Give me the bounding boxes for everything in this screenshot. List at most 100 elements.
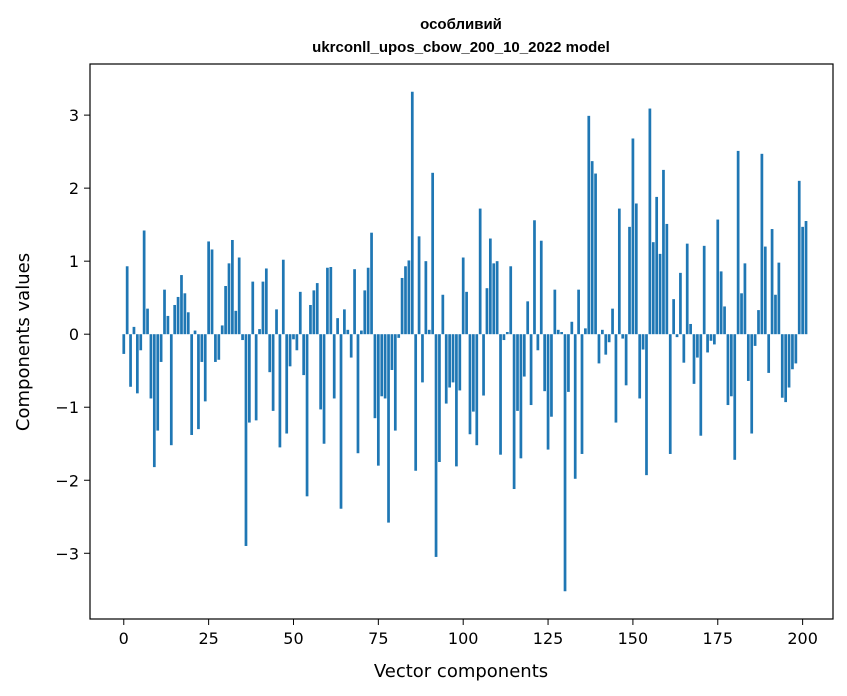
bar-40 [258,329,261,335]
bar-198 [794,334,798,364]
bar-105 [478,208,482,335]
bar-180 [733,334,737,460]
bar-5 [139,334,143,351]
bar-157 [655,196,659,335]
bar-0 [122,334,126,354]
bar-71 [363,290,367,335]
bar-170 [699,334,703,436]
bar-31 [227,263,231,335]
y-tick-label: 1 [69,252,79,271]
bar-53 [302,334,306,376]
bar-110 [495,261,499,335]
bar-14 [169,334,173,446]
bar-10 [156,334,160,431]
bar-148 [624,334,628,386]
bar-20 [190,334,194,435]
x-tick-label: 150 [618,629,649,648]
bar-9 [152,334,156,468]
bar-166 [685,243,689,335]
bar-137 [587,115,591,335]
bar-124 [543,334,547,392]
bar-94 [441,294,445,335]
bar-56 [312,290,316,335]
bar-66 [346,329,350,335]
bar-48 [285,334,289,434]
x-tick-label: 125 [533,629,564,648]
bar-160 [665,223,669,335]
bar-73 [370,232,373,335]
bar-107 [485,288,489,335]
bar-194 [780,334,784,398]
bar-75 [376,334,380,466]
bar-184 [746,334,750,381]
bar-169 [696,334,699,358]
bar-62 [332,334,336,399]
bar-149 [628,226,631,335]
bar-8 [149,334,153,399]
x-tick-label: 50 [283,629,303,648]
bar-103 [472,334,475,412]
bar-15 [173,304,177,335]
bar-201 [804,221,808,335]
bar-144 [611,308,614,335]
bar-22 [197,334,200,430]
bar-90 [427,329,431,335]
bar-151 [634,203,638,335]
bar-159 [662,169,665,335]
bar-192 [774,294,777,335]
bar-37 [248,334,251,423]
bar-178 [726,334,730,406]
x-tick-label: 75 [368,629,388,648]
bar-111 [499,334,502,455]
bar-172 [706,334,709,353]
bar-167 [689,323,692,335]
bar-177 [723,306,726,335]
bar-188 [760,153,764,335]
bar-114 [509,266,513,335]
bar-19 [186,312,190,335]
bar-150 [631,138,635,335]
bar-133 [573,334,577,479]
bar-129 [560,332,563,335]
bar-112 [502,334,506,341]
bar-24 [203,334,207,402]
bar-13 [166,315,170,335]
bar-7 [146,308,149,335]
bar-139 [594,173,597,335]
bar-28 [217,334,221,360]
bar-155 [648,108,652,335]
bar-153 [641,334,645,350]
bar-86 [414,334,418,471]
bar-33 [234,310,238,335]
bar-125 [546,334,550,450]
bar-140 [597,334,601,364]
bar-44 [271,334,275,411]
chart-title: особливий [420,16,502,33]
x-tick-label: 175 [702,629,733,648]
bar-79 [390,334,394,370]
bar-108 [488,238,492,335]
bar-51 [295,334,299,351]
bar-27 [214,334,217,362]
bar-168 [692,334,696,384]
bar-32 [231,239,234,335]
bar-191 [770,229,774,335]
x-axis-label: Vector components [374,661,548,682]
bar-119 [526,301,530,335]
bar-131 [567,334,570,392]
bar-72 [366,267,370,335]
bar-193 [777,262,781,335]
bar-59 [322,334,326,444]
bar-162 [672,299,675,335]
bar-26 [210,249,214,335]
bar-92 [434,334,438,557]
bar-63 [336,318,339,335]
bar-12 [163,289,166,335]
bar-102 [468,334,472,435]
bar-69 [356,334,360,454]
bar-100 [461,257,465,335]
y-tick-label: 0 [69,325,79,344]
bar-146 [617,208,621,335]
bar-11 [159,334,163,362]
